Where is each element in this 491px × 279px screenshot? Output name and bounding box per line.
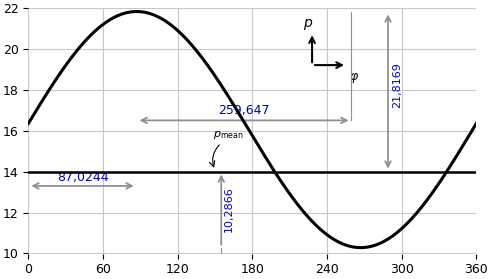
Text: 10,2866: 10,2866 <box>224 187 234 232</box>
Text: 259,647: 259,647 <box>218 104 270 117</box>
Text: p: p <box>303 16 311 30</box>
Text: $p_{\mathrm{mean}}$: $p_{\mathrm{mean}}$ <box>213 129 243 141</box>
Text: 87,0244: 87,0244 <box>56 171 109 184</box>
Text: 21,8169: 21,8169 <box>392 62 402 108</box>
Text: φ: φ <box>350 70 357 83</box>
